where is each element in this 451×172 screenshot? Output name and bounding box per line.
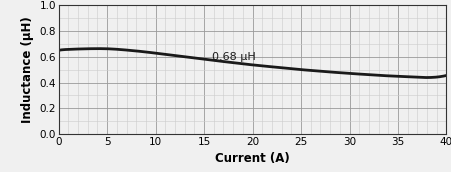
- Y-axis label: Inductance (μH): Inductance (μH): [21, 16, 34, 123]
- X-axis label: Current (A): Current (A): [215, 153, 290, 165]
- Text: 0.68 μH: 0.68 μH: [212, 52, 256, 62]
